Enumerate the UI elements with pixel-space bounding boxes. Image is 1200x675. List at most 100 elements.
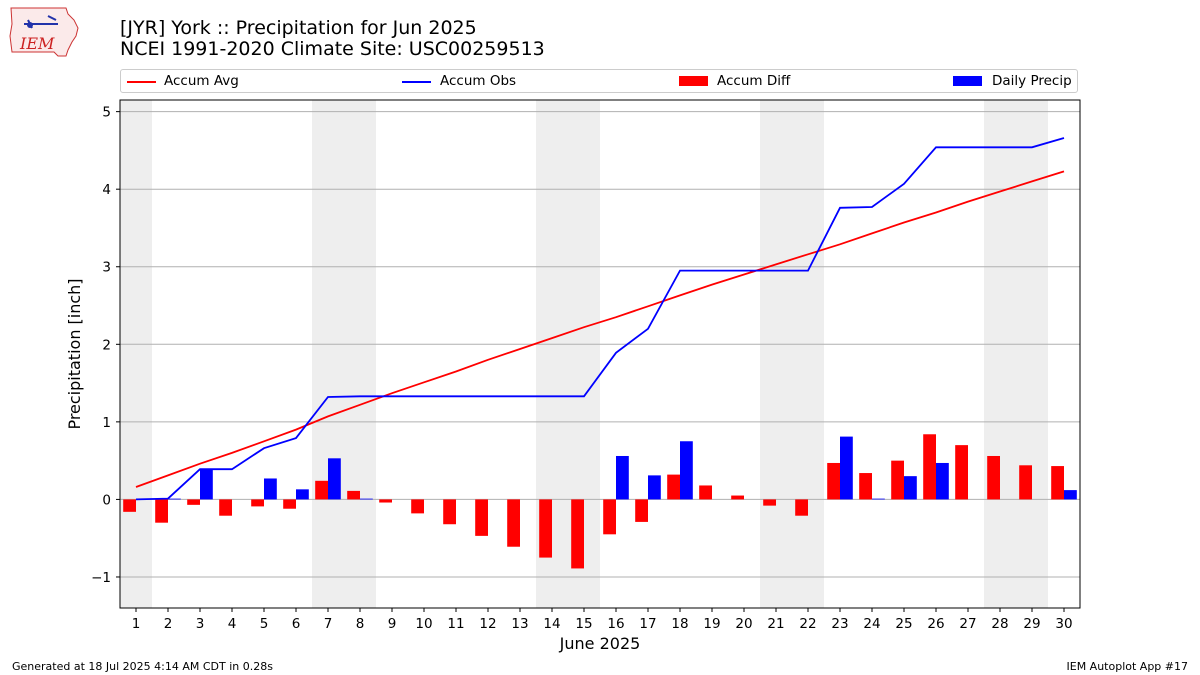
y-tick-label: −1: [91, 570, 111, 586]
x-tick-label: 5: [260, 616, 269, 632]
bar-daily-precip-day-16: [616, 455, 629, 500]
y-tick-label: 5: [102, 105, 111, 121]
weekend-shade-day-21: [760, 100, 792, 608]
x-tick-label: 7: [324, 616, 333, 632]
app-credit: IEM Autoplot App #17: [1066, 660, 1189, 673]
x-tick-label: 21: [767, 616, 784, 632]
x-tick-label: 28: [991, 616, 1008, 632]
bar-accum-diff-day-16: [603, 499, 616, 535]
y-tick-label: 0: [102, 492, 111, 508]
x-tick-label: 24: [863, 616, 880, 632]
bar-accum-diff-day-29: [1019, 465, 1032, 500]
legend-label-accum-avg: Accum Avg: [164, 73, 239, 89]
line-accum-obs: [135, 137, 1065, 501]
bar-daily-precip-day-5: [264, 478, 277, 500]
x-tick-label: 20: [735, 616, 752, 632]
bar-accum-diff-day-27: [955, 445, 968, 500]
x-tick-label: 8: [356, 616, 365, 632]
bar-daily-precip-day-18: [680, 441, 693, 500]
bars: [123, 434, 1077, 569]
bar-accum-diff-day-15: [571, 499, 584, 569]
weekend-shade-day-1: [120, 100, 152, 608]
chart-title: [JYR] York :: Precipitation for Jun 2025…: [120, 18, 545, 60]
bar-accum-diff-day-18: [667, 474, 680, 500]
x-tick-label: 13: [511, 616, 528, 632]
x-tick-label: 19: [703, 616, 720, 632]
legend-swatch-daily-precip: [953, 76, 982, 86]
x-tick-label: 2: [164, 616, 173, 632]
bar-accum-diff-day-25: [891, 460, 904, 500]
bar-accum-diff-day-28: [987, 455, 1000, 500]
bar-accum-diff-day-24: [859, 473, 872, 500]
line-accum-avg: [135, 170, 1065, 488]
x-tick-label: 26: [927, 616, 944, 632]
weekend-shade-day-7: [312, 100, 344, 608]
y-axis-label: Precipitation [inch]: [65, 278, 84, 429]
x-tick-label: 25: [895, 616, 912, 632]
x-tick-label: 30: [1055, 616, 1072, 632]
bar-accum-diff-day-14: [539, 499, 552, 558]
legend-swatch-accum-avg: [127, 81, 156, 83]
bar-accum-diff-day-20: [731, 495, 744, 500]
x-tick-label: 29: [1023, 616, 1040, 632]
legend-label-daily-precip: Daily Precip: [992, 73, 1072, 89]
weekend-shading: [120, 100, 1048, 608]
bar-accum-diff-day-22: [795, 499, 808, 516]
logo-text: IEM: [19, 34, 55, 53]
x-tick-label: 14: [543, 616, 560, 632]
x-tick-label: 11: [447, 616, 464, 632]
plot-frame: [119, 99, 1081, 609]
bar-accum-diff-day-7: [315, 480, 328, 500]
title-line-2: NCEI 1991-2020 Climate Site: USC00259513: [120, 38, 545, 60]
iem-logo: IEM: [9, 7, 79, 57]
x-tick-label: 18: [671, 616, 688, 632]
weekend-shade-day-29: [1016, 100, 1048, 608]
bar-accum-diff-day-21: [763, 499, 776, 506]
x-tick-label: 6: [292, 616, 301, 632]
bar-accum-diff-day-8: [347, 490, 360, 500]
x-tick-label: 15: [575, 616, 592, 632]
bar-accum-diff-day-9: [379, 499, 392, 503]
bar-daily-precip-day-8: [360, 498, 373, 500]
bar-daily-precip-day-7: [328, 458, 341, 500]
y-tick-label: 2: [102, 337, 111, 353]
legend-swatch-accum-obs: [402, 81, 431, 83]
title-line-1: [JYR] York :: Precipitation for Jun 2025: [120, 17, 477, 39]
bar-daily-precip-day-17: [648, 475, 661, 500]
bar-daily-precip-day-25: [904, 476, 917, 500]
bar-accum-diff-day-13: [507, 499, 520, 547]
bar-accum-diff-day-5: [251, 499, 264, 507]
bar-accum-diff-day-23: [827, 462, 840, 500]
x-axis-ticks: 1 2 3 4 5 6 7 8 9 10 11 12 13 14 15 16 17 18 19 20 21 22 23 24 2…: [132, 608, 1073, 632]
x-tick-label: 1: [132, 616, 141, 632]
x-tick-label: 23: [831, 616, 848, 632]
x-tick-label: 16: [607, 616, 624, 632]
bar-daily-precip-day-6: [296, 489, 309, 500]
lines: [135, 137, 1065, 501]
x-tick-label: 12: [479, 616, 496, 632]
bar-accum-diff-day-1: [123, 499, 136, 512]
x-tick-label: 27: [959, 616, 976, 632]
x-tick-label: 3: [196, 616, 205, 632]
y-tick-label: 3: [102, 260, 111, 276]
bar-daily-precip-day-26: [936, 462, 949, 500]
x-tick-label: 4: [228, 616, 237, 632]
bar-daily-precip-day-2: [168, 498, 181, 500]
y-axis-ticks: −1 0 1 2 3 4 5: [91, 105, 120, 586]
y-gridlines: [120, 111, 1080, 578]
bar-accum-diff-day-11: [443, 499, 456, 525]
bar-daily-precip-day-24: [872, 498, 885, 500]
bar-accum-diff-day-19: [699, 485, 712, 500]
x-tick-label: 9: [388, 616, 397, 632]
legend-label-accum-diff: Accum Diff: [717, 73, 791, 89]
weekend-shade-day-28: [984, 100, 1016, 608]
legend-label-accum-obs: Accum Obs: [440, 73, 517, 89]
bar-accum-diff-day-17: [635, 499, 648, 522]
bar-daily-precip-day-3: [200, 469, 213, 500]
y-tick-label: 1: [102, 415, 111, 431]
weekend-shade-day-8: [344, 100, 376, 608]
bar-accum-diff-day-12: [475, 499, 488, 536]
bar-accum-diff-day-2: [155, 499, 168, 523]
y-tick-label: 4: [102, 182, 111, 198]
